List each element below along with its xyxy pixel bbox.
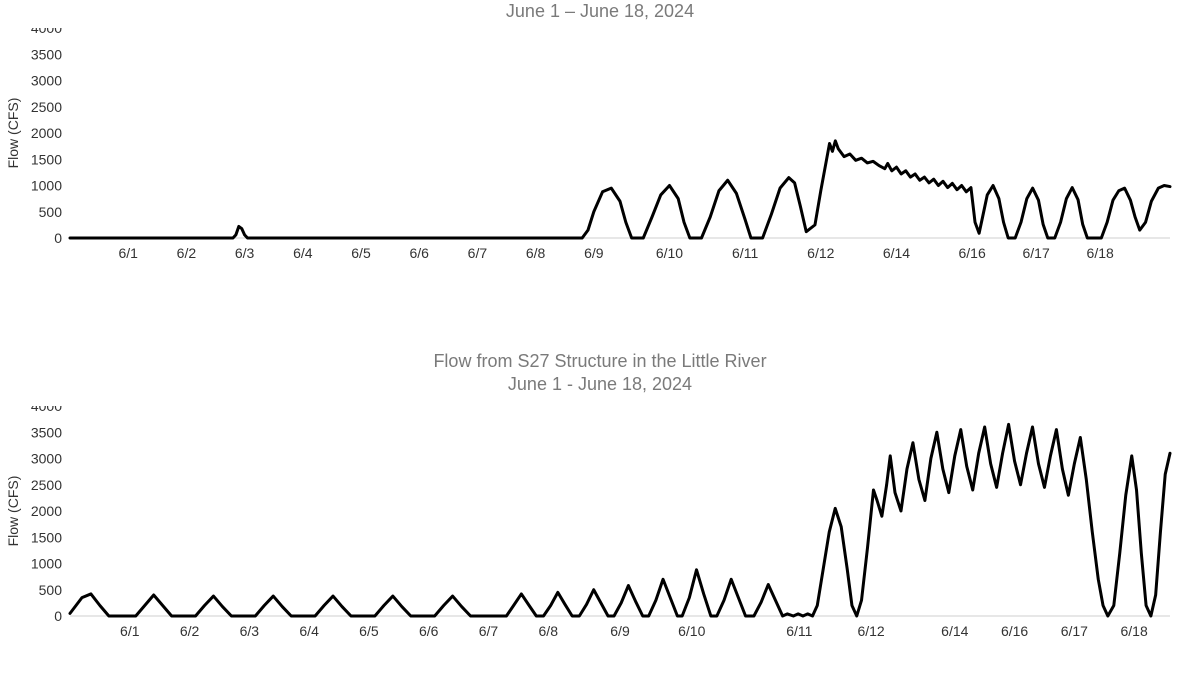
xtick-label: 6/16 — [1001, 623, 1028, 639]
y-axis-label: Flow (CFS) — [5, 98, 21, 169]
chart-bottom-block: Flow from S27 Structure in the Little Ri… — [0, 350, 1200, 656]
y-axis-label: Flow (CFS) — [5, 476, 21, 547]
xtick-label: 6/9 — [584, 245, 604, 261]
xtick-label: 6/7 — [479, 623, 499, 639]
ytick-label: 1000 — [31, 556, 62, 572]
xtick-label: 6/5 — [359, 623, 379, 639]
chart-top-block: June 1 – June 18, 2024 0 500 1000 1500 2000 2… — [0, 0, 1200, 278]
xtick-label: 6/12 — [857, 623, 884, 639]
xtick-label: 6/17 — [1023, 245, 1050, 261]
chart-top-title-line1: June 1 – June 18, 2024 — [0, 0, 1200, 23]
xtick-label: 6/3 — [240, 623, 260, 639]
xtick-label: 6/2 — [180, 623, 200, 639]
page: June 1 – June 18, 2024 0 500 1000 1500 2000 2… — [0, 0, 1200, 675]
xtick-label: 6/4 — [299, 623, 319, 639]
chart-top-svg: 0 500 1000 1500 2000 2500 3000 3500 4000 Flow (CF… — [0, 28, 1200, 278]
ytick-label: 0 — [54, 608, 62, 624]
xtick-label: 6/14 — [883, 245, 910, 261]
xtick-label: 6/17 — [1061, 623, 1088, 639]
ytick-label: 1500 — [31, 529, 62, 545]
ytick-label: 3000 — [31, 73, 62, 89]
flow-series — [70, 141, 1170, 238]
ytick-label: 2500 — [31, 99, 62, 115]
chart-top-title: June 1 – June 18, 2024 — [0, 0, 1200, 28]
xtick-label: 6/11 — [732, 245, 758, 261]
xtick-label: 6/2 — [177, 245, 197, 261]
xtick-label: 6/1 — [118, 245, 138, 261]
ytick-label: 3500 — [31, 46, 62, 62]
xtick-label: 6/8 — [526, 245, 546, 261]
xtick-label: 6/18 — [1087, 245, 1114, 261]
xtick-label: 6/7 — [468, 245, 488, 261]
xtick-label: 6/4 — [293, 245, 313, 261]
ytick-label: 2000 — [31, 503, 62, 519]
ytick-label: 4000 — [31, 28, 62, 36]
ytick-label: 0 — [54, 230, 62, 246]
xtick-label: 6/18 — [1121, 623, 1148, 639]
ytick-label: 3000 — [31, 451, 62, 467]
xtick-label: 6/5 — [351, 245, 371, 261]
xtick-label: 6/1 — [120, 623, 140, 639]
xtick-label: 6/14 — [941, 623, 968, 639]
ytick-label: 2000 — [31, 125, 62, 141]
chart-bottom-title: Flow from S27 Structure in the Little Ri… — [0, 350, 1200, 406]
ytick-label: 4000 — [31, 406, 62, 414]
ytick-label: 3500 — [31, 424, 62, 440]
ytick-label: 500 — [39, 582, 63, 598]
chart-bottom-svg: 0 500 1000 1500 2000 2500 3000 3500 4000 Flow (CF… — [0, 406, 1200, 656]
xtick-label: 6/16 — [958, 245, 985, 261]
xtick-label: 6/11 — [786, 623, 812, 639]
xtick-label: 6/8 — [539, 623, 559, 639]
chart-bottom-title-line1: Flow from S27 Structure in the Little Ri… — [0, 350, 1200, 373]
xtick-label: 6/9 — [610, 623, 630, 639]
xtick-label: 6/3 — [235, 245, 255, 261]
xtick-label: 6/6 — [409, 245, 429, 261]
ytick-label: 1500 — [31, 151, 62, 167]
xtick-label: 6/10 — [656, 245, 683, 261]
xtick-label: 6/10 — [678, 623, 705, 639]
ytick-label: 2500 — [31, 477, 62, 493]
ytick-label: 1000 — [31, 178, 62, 194]
xtick-label: 6/12 — [807, 245, 834, 261]
ytick-label: 500 — [39, 204, 63, 220]
flow-series — [70, 424, 1170, 616]
xtick-label: 6/6 — [419, 623, 439, 639]
chart-bottom-title-line2: June 1 - June 18, 2024 — [0, 373, 1200, 396]
